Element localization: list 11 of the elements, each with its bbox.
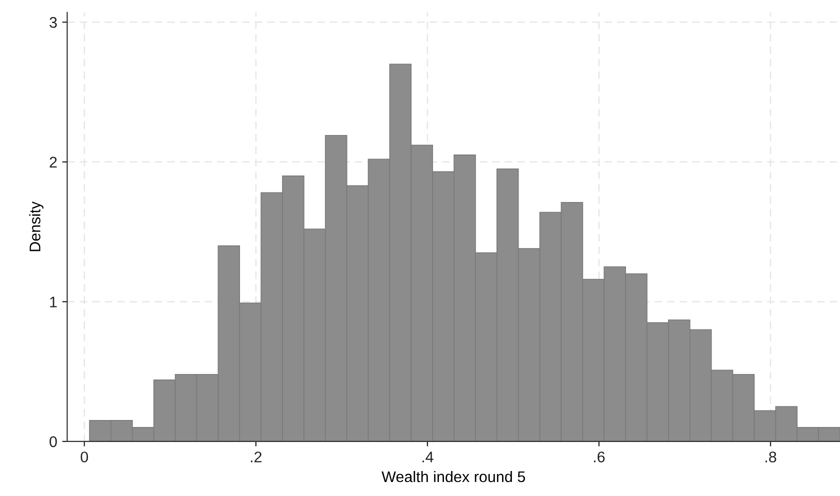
y-tick-label: 1 <box>50 296 57 308</box>
y-tick-label: 2 <box>50 156 57 168</box>
y-axis-title: Density <box>29 201 44 252</box>
x-tick-label: 0 <box>80 452 88 462</box>
y-tick-label: 0 <box>50 436 57 448</box>
x-axis-title: Wealth index round 5 <box>382 470 526 482</box>
x-tick-label: .2 <box>250 452 262 462</box>
x-tick-label: .8 <box>766 452 776 462</box>
x-tick-label: .4 <box>422 452 434 462</box>
y-tick-label: 3 <box>50 17 57 28</box>
x-tick-label: .6 <box>594 452 605 462</box>
